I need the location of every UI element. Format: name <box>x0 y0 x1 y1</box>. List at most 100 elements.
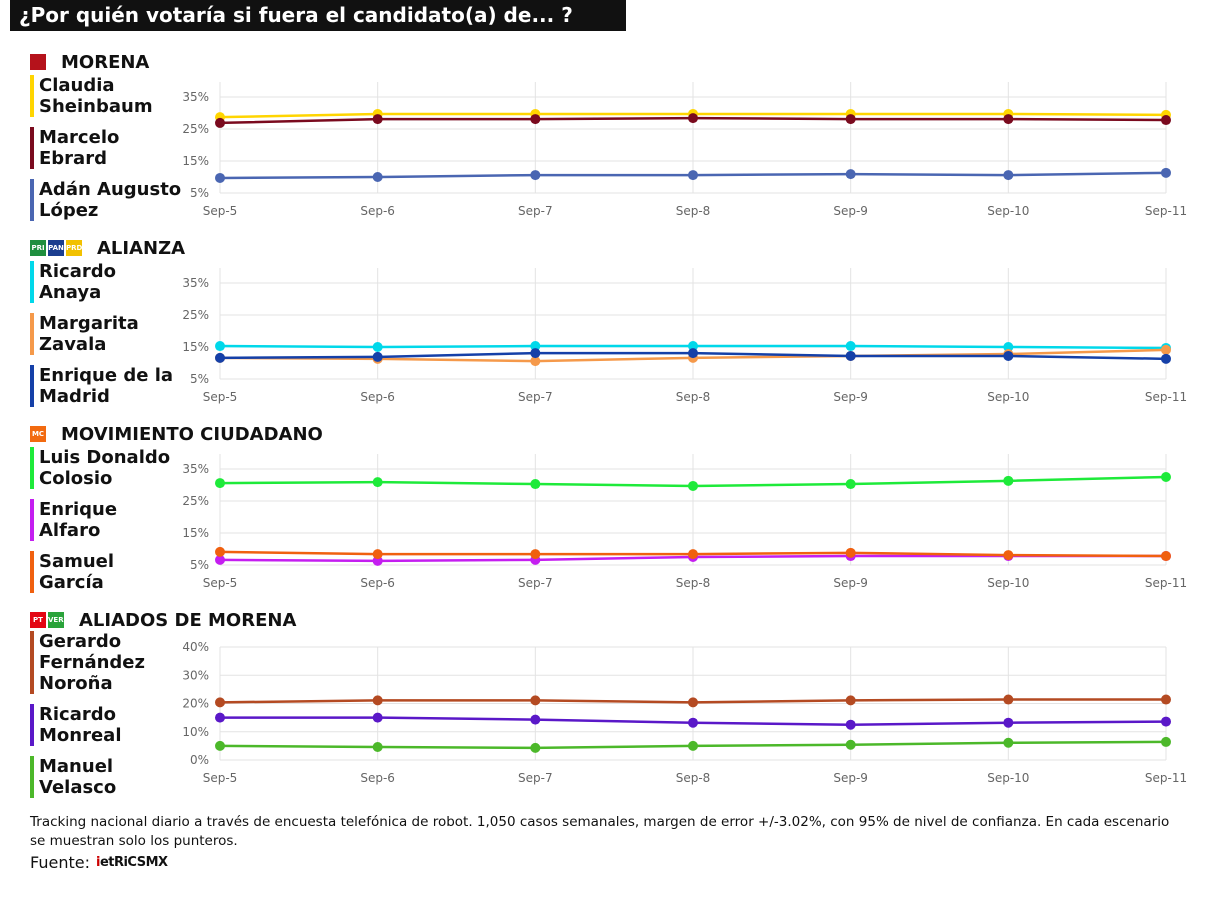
data-point <box>1161 344 1171 355</box>
legend-candidate: Ricardo Anaya <box>30 261 116 303</box>
data-point <box>688 717 698 728</box>
party-header: PRI PAN PRD ALIANZA <box>30 237 186 259</box>
data-point <box>1003 342 1014 352</box>
data-point <box>688 341 698 352</box>
pt-logo: PT <box>30 612 46 628</box>
x-tick-label: Sep-7 <box>518 576 553 590</box>
data-point <box>688 348 698 359</box>
x-tick-label: Sep-9 <box>833 771 868 785</box>
data-point <box>1161 115 1171 126</box>
data-point <box>530 695 541 706</box>
x-tick-label: Sep-8 <box>676 390 711 404</box>
data-point <box>215 117 225 128</box>
data-point <box>1003 737 1014 748</box>
data-point <box>1161 551 1171 562</box>
x-tick-label: Sep-9 <box>833 576 868 590</box>
data-point <box>845 350 856 361</box>
x-tick-label: Sep-11 <box>1145 204 1187 218</box>
line-chart: Sep-5 Sep-6 Sep-7 Sep-8 Sep-9 Sep-10 Sep-11 0% 1… <box>182 640 1187 785</box>
data-point <box>1161 736 1171 747</box>
data-point <box>845 719 856 730</box>
x-tick-label: Sep-6 <box>360 204 395 218</box>
x-tick-label: Sep-11 <box>1145 390 1187 404</box>
data-point <box>372 712 383 723</box>
x-tick-label: Sep-10 <box>987 576 1029 590</box>
legend-candidate: Gerardo Fernández Noroña <box>30 631 145 694</box>
data-point <box>688 549 698 560</box>
x-tick-label: Sep-8 <box>676 771 711 785</box>
data-point <box>1161 353 1171 364</box>
legend-candidate: Claudia Sheinbaum <box>30 75 153 117</box>
y-tick-label: 35% <box>182 462 209 476</box>
data-point <box>845 547 856 558</box>
data-point <box>215 712 225 723</box>
party-name: MOVIMIENTO CIUDADANO <box>61 423 323 445</box>
y-tick-label: 25% <box>182 494 209 508</box>
verde-logo: VERDE <box>48 612 74 628</box>
party-header: MORENA <box>30 51 150 73</box>
x-tick-label: Sep-10 <box>987 390 1029 404</box>
data-point <box>372 742 383 753</box>
data-point <box>215 546 225 557</box>
y-tick-label: 25% <box>182 308 209 322</box>
x-tick-label: Sep-6 <box>360 576 395 590</box>
y-tick-label: 5% <box>190 186 209 200</box>
data-point <box>372 477 383 488</box>
data-point <box>845 341 856 352</box>
data-point <box>845 479 856 490</box>
data-point <box>1003 350 1014 361</box>
y-tick-label: 35% <box>182 276 209 290</box>
y-tick-label: 10% <box>182 725 209 739</box>
x-tick-label: Sep-7 <box>518 771 553 785</box>
party-name: ALIADOS DE MORENA <box>79 609 297 631</box>
party-name: MORENA <box>61 51 150 73</box>
data-point <box>530 170 541 181</box>
x-tick-label: Sep-5 <box>203 390 238 404</box>
data-point <box>1161 694 1171 705</box>
line-chart: Sep-5 Sep-6 Sep-7 Sep-8 Sep-9 Sep-10 Sep-11 5% 1… <box>182 82 1187 218</box>
data-point <box>688 740 698 751</box>
legend-candidate: Luis Donaldo Colosio <box>30 447 170 489</box>
x-tick-label: Sep-9 <box>833 204 868 218</box>
party-header: MC MOVIMIENTO CIUDADANO <box>30 423 323 445</box>
x-tick-label: Sep-7 <box>518 204 553 218</box>
data-point <box>1161 472 1171 482</box>
party-name: ALIANZA <box>97 237 186 259</box>
prd-logo: PRD <box>66 240 82 256</box>
data-point <box>215 172 225 183</box>
data-point <box>1003 694 1014 705</box>
data-point <box>530 356 541 367</box>
data-point <box>688 170 698 181</box>
legend-candidate: Enrique de la Madrid <box>30 365 173 407</box>
x-tick-label: Sep-10 <box>987 204 1029 218</box>
footnote: Tracking nacional diario a través de enc… <box>30 814 1170 849</box>
page-title: ¿Por quién votaría si fuera el candidato… <box>10 0 626 31</box>
data-point <box>1003 475 1014 486</box>
data-point <box>530 549 541 560</box>
y-tick-label: 15% <box>182 526 209 540</box>
x-tick-label: Sep-5 <box>203 771 238 785</box>
metricsmx-logo: ietRiCSMX <box>95 855 168 870</box>
data-point <box>215 352 225 363</box>
legend-candidate: Ricardo Monreal <box>30 704 122 746</box>
data-point <box>688 480 698 491</box>
data-point <box>1003 114 1014 125</box>
data-point <box>215 478 225 489</box>
data-point <box>372 172 383 182</box>
y-tick-label: 35% <box>182 90 209 104</box>
y-tick-label: 25% <box>182 122 209 136</box>
data-point <box>845 739 856 750</box>
legend-candidate: Marcelo Ebrard <box>30 127 119 169</box>
legend-candidate: Manuel Velasco <box>30 756 116 798</box>
data-point <box>372 342 383 352</box>
data-point <box>530 714 541 725</box>
pan-logo: PAN <box>48 240 64 256</box>
data-point <box>530 341 541 352</box>
line-chart: Sep-5 Sep-6 Sep-7 Sep-8 Sep-9 Sep-10 Sep-11 5% 1… <box>182 268 1187 404</box>
data-point <box>530 348 541 359</box>
y-tick-label: 5% <box>190 558 209 572</box>
data-point <box>845 114 856 125</box>
line-chart: Sep-5 Sep-6 Sep-7 Sep-8 Sep-9 Sep-10 Sep-11 5% 1… <box>182 454 1187 590</box>
x-tick-label: Sep-8 <box>676 576 711 590</box>
data-point <box>845 695 856 706</box>
